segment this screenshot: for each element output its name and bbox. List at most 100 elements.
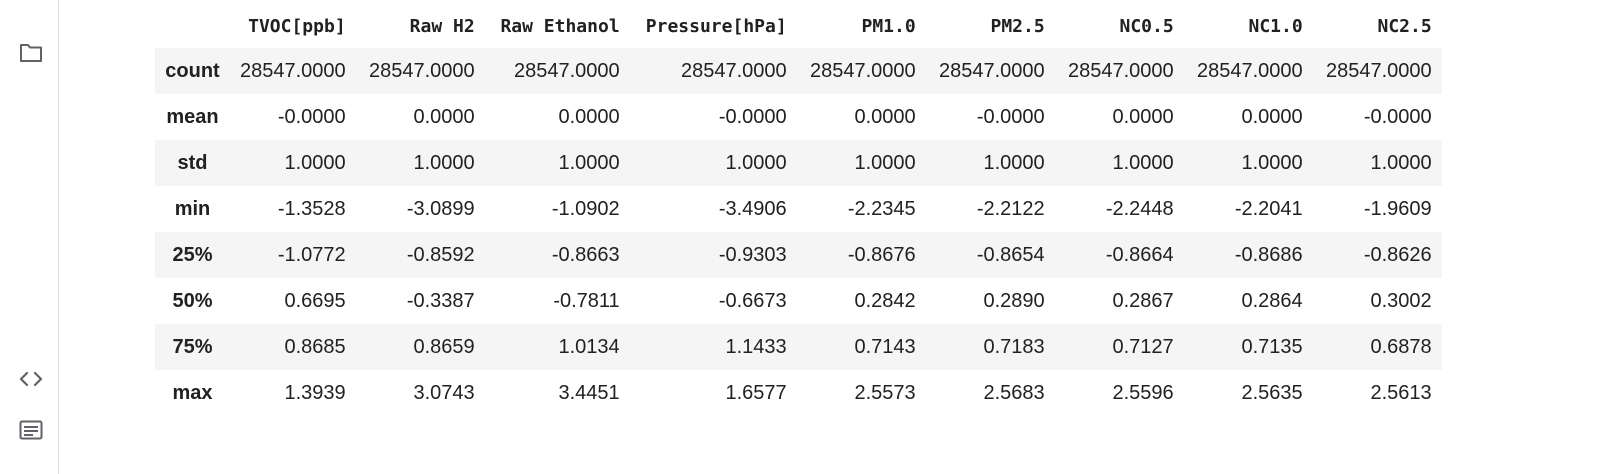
table-cell: 28547.0000 — [681, 59, 787, 82]
table-cell: 0.2842 — [854, 289, 916, 312]
table-cell: 0.7143 — [854, 335, 916, 358]
table-cell: -0.8676 — [847, 243, 916, 266]
row-label: mean — [166, 105, 219, 128]
table-cell: -0.0000 — [718, 105, 787, 128]
table-cell: 1.0000 — [1112, 151, 1174, 174]
statistics-table: TVOC[ppb] Raw H2 Raw Ethanol Pressure[hP… — [155, 4, 1442, 416]
table-cell: 0.6695 — [284, 289, 346, 312]
table-cell: -0.8626 — [1363, 243, 1432, 266]
table-cell: 2.5596 — [1112, 381, 1174, 404]
column-header: TVOC[ppb] — [248, 15, 346, 37]
table-cell: 0.0000 — [413, 105, 475, 128]
table-cell: 0.0000 — [1241, 105, 1303, 128]
table-cell: -0.3387 — [406, 289, 475, 312]
column-header: NC2.5 — [1377, 15, 1432, 37]
table-cell: 1.3939 — [284, 381, 346, 404]
table-row: max 1.3939 3.0743 3.4451 1.6577 2.5573 2.5683 2… — [155, 370, 1442, 416]
corner-header — [155, 4, 230, 48]
folder-icon[interactable] — [18, 40, 44, 66]
table-cell: -0.8686 — [1234, 243, 1303, 266]
column-header: PM1.0 — [861, 15, 916, 37]
table-cell: 0.0000 — [558, 105, 620, 128]
table-cell: 28547.0000 — [514, 59, 620, 82]
table-cell: 1.0000 — [1370, 151, 1432, 174]
table-cell: 1.0000 — [284, 151, 346, 174]
table-cell: 0.8659 — [413, 335, 475, 358]
table-cell: 0.3002 — [1370, 289, 1432, 312]
table-cell: 2.5613 — [1370, 381, 1432, 404]
row-label: std — [177, 151, 208, 174]
table-cell: 2.5573 — [854, 381, 916, 404]
table-row: 25% -1.0772 -0.8592 -0.8663 -0.9303 -0.8676 -0… — [155, 232, 1442, 278]
table-cell: -0.8654 — [976, 243, 1045, 266]
table-cell: 28547.0000 — [1197, 59, 1303, 82]
table-cell: -1.0902 — [551, 197, 620, 220]
table-row: 50% 0.6695 -0.3387 -0.7811 -0.6673 0.2842 0.28… — [155, 278, 1442, 324]
table-cell: 28547.0000 — [369, 59, 475, 82]
table-cell: 1.1433 — [725, 335, 787, 358]
table-cell: -0.8664 — [1105, 243, 1174, 266]
table-cell: 3.4451 — [558, 381, 620, 404]
table-cell: -0.7811 — [553, 289, 620, 312]
table-cell: -0.0000 — [976, 105, 1045, 128]
table-cell: 0.7127 — [1112, 335, 1174, 358]
header-row: TVOC[ppb] Raw H2 Raw Ethanol Pressure[hP… — [155, 4, 1442, 48]
table-cell: 0.0000 — [1112, 105, 1174, 128]
table-cell: -3.4906 — [718, 197, 787, 220]
table-cell: 0.2864 — [1241, 289, 1303, 312]
table-cell: -0.6673 — [718, 289, 787, 312]
table-cell: -0.9303 — [718, 243, 787, 266]
table-cell: 0.7135 — [1241, 335, 1303, 358]
table-cell: 1.0000 — [558, 151, 620, 174]
table-cell: 1.0000 — [1241, 151, 1303, 174]
row-label: 50% — [172, 289, 213, 312]
column-header: Pressure[hPa] — [645, 15, 787, 37]
column-header: Raw H2 — [409, 15, 475, 37]
terminal-icon[interactable] — [18, 417, 44, 443]
table-cell: -1.9609 — [1363, 197, 1432, 220]
table-row: std 1.0000 1.0000 1.0000 1.0000 1.0000 1.0000 1… — [155, 140, 1442, 186]
table-row: count 28547.0000 28547.0000 28547.0000 28547… — [155, 48, 1442, 94]
table-cell: 0.7183 — [983, 335, 1045, 358]
table-cell: 0.2890 — [983, 289, 1045, 312]
table-cell: -2.2448 — [1105, 197, 1174, 220]
table-row: mean -0.0000 0.0000 0.0000 -0.0000 0.0000 -0.0… — [155, 94, 1442, 140]
row-label: count — [165, 59, 220, 82]
table-cell: -2.2345 — [847, 197, 916, 220]
table-cell: 1.0134 — [558, 335, 620, 358]
left-sidebar — [0, 0, 59, 474]
column-header: NC0.5 — [1119, 15, 1174, 37]
table-cell: 2.5635 — [1241, 381, 1303, 404]
table-cell: 0.0000 — [854, 105, 916, 128]
table-cell: -0.0000 — [277, 105, 346, 128]
column-header: NC1.0 — [1248, 15, 1303, 37]
table-cell: 1.0000 — [854, 151, 916, 174]
table-cell: 28547.0000 — [1068, 59, 1174, 82]
table-cell: -1.0772 — [277, 243, 346, 266]
table-cell: 3.0743 — [413, 381, 475, 404]
table-cell: 28547.0000 — [810, 59, 916, 82]
table-cell: 1.0000 — [725, 151, 787, 174]
table-cell: -2.2122 — [976, 197, 1045, 220]
table-cell: 1.0000 — [413, 151, 475, 174]
table-cell: 0.8685 — [284, 335, 346, 358]
table-cell: -0.0000 — [1363, 105, 1432, 128]
column-header: Raw Ethanol — [500, 15, 620, 37]
table-row: min -1.3528 -3.0899 -1.0902 -3.4906 -2.2345 -2… — [155, 186, 1442, 232]
table-cell: 28547.0000 — [939, 59, 1045, 82]
table-cell: -0.8663 — [551, 243, 620, 266]
table-body: count 28547.0000 28547.0000 28547.0000 28547… — [155, 48, 1442, 416]
table-cell: 0.6878 — [1370, 335, 1432, 358]
column-header: PM2.5 — [990, 15, 1045, 37]
table-cell: 28547.0000 — [1326, 59, 1432, 82]
describe-output-table-container: TVOC[ppb] Raw H2 Raw Ethanol Pressure[hP… — [155, 4, 1442, 416]
row-label: 75% — [172, 335, 213, 358]
row-label: 25% — [172, 243, 213, 266]
table-cell: 0.2867 — [1112, 289, 1174, 312]
table-cell: -0.8592 — [406, 243, 475, 266]
table-row: 75% 0.8685 0.8659 1.0134 1.1433 0.7143 0.7183 0… — [155, 324, 1442, 370]
table-cell: -3.0899 — [406, 197, 475, 220]
table-cell: 2.5683 — [983, 381, 1045, 404]
code-icon[interactable] — [18, 366, 44, 392]
row-label: max — [172, 381, 213, 404]
